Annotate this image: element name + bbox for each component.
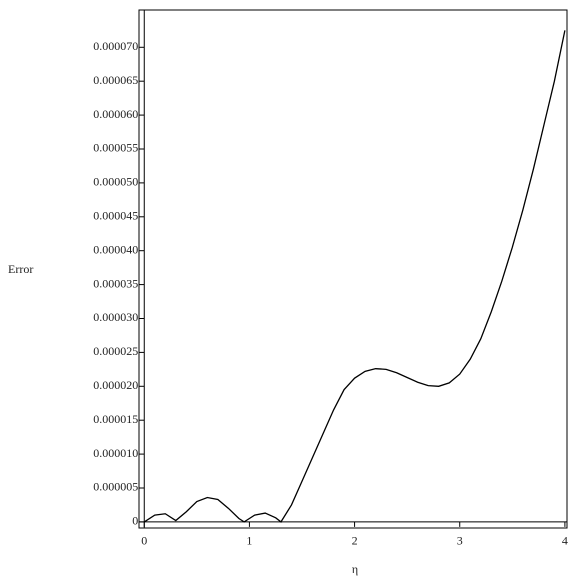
x-axis-label: η [352,562,358,576]
x-tick-label: 4 [562,534,568,548]
x-tick-label: 3 [457,534,463,548]
x-tick-label: 0 [141,534,147,548]
x-tick-label: 1 [246,534,252,548]
y-tick-label: 0 [132,514,138,528]
x-tick-label: 2 [352,534,358,548]
y-tick-label: 0.000045 [93,209,138,223]
plot-frame [138,9,568,529]
y-tick-label: 0.000060 [93,107,138,121]
y-tick-label: 0.000030 [93,310,138,324]
y-tick-label: 0.000025 [93,344,138,358]
data-line [143,30,566,523]
y-tick-label: 0.000055 [93,141,138,155]
y-tick-label: 0.000050 [93,175,138,189]
y-tick-label: 0.000020 [93,378,138,392]
y-tick-label: 0.000070 [93,39,138,53]
y-tick-label: 0.000065 [93,73,138,87]
y-tick-label: 0.000005 [93,480,138,494]
y-tick-label: 0.000015 [93,412,138,426]
y-tick-label: 0.000040 [93,242,138,256]
y-tick-label: 0.000010 [93,446,138,460]
y-tick-label: 0.000035 [93,276,138,290]
y-axis-label: Error [8,262,33,276]
